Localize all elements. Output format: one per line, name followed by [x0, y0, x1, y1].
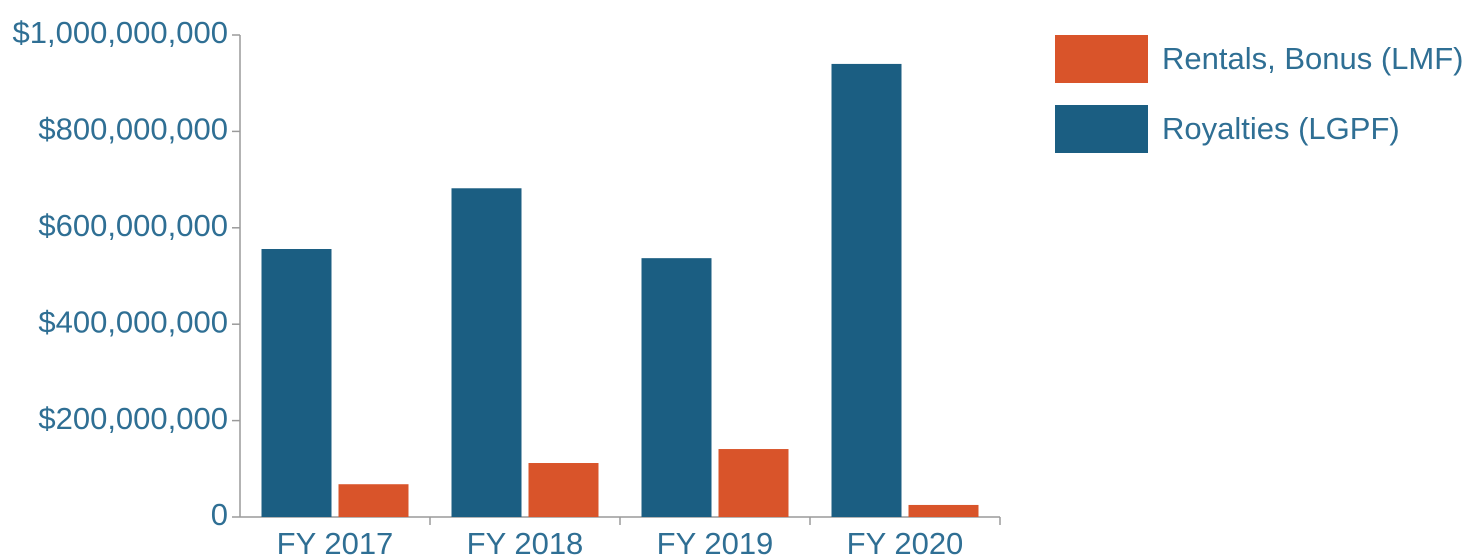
bar [338, 484, 409, 517]
x-tick-label: FY 2019 [657, 526, 774, 559]
x-tick-label: FY 2018 [467, 526, 584, 559]
bar [261, 249, 332, 517]
legend-label: Royalties (LGPF) [1162, 111, 1400, 146]
legend-label: Rentals, Bonus (LMF) [1162, 41, 1464, 76]
legend-swatch [1055, 35, 1148, 83]
y-tick-label: $200,000,000 [38, 401, 228, 436]
bar [528, 463, 599, 517]
bar [451, 188, 522, 517]
y-tick-label: $800,000,000 [38, 112, 228, 147]
x-tick-label: FY 2020 [847, 526, 964, 559]
y-tick-label: $1,000,000,000 [13, 15, 229, 50]
y-tick-label: $400,000,000 [38, 304, 228, 339]
y-tick-label: 0 [211, 497, 228, 532]
y-tick-label: $600,000,000 [38, 208, 228, 243]
bar [831, 63, 902, 518]
bar [641, 258, 712, 517]
bar [908, 504, 979, 517]
legend-swatch [1055, 105, 1148, 153]
bar [718, 449, 789, 517]
x-tick-label: FY 2017 [277, 526, 394, 559]
